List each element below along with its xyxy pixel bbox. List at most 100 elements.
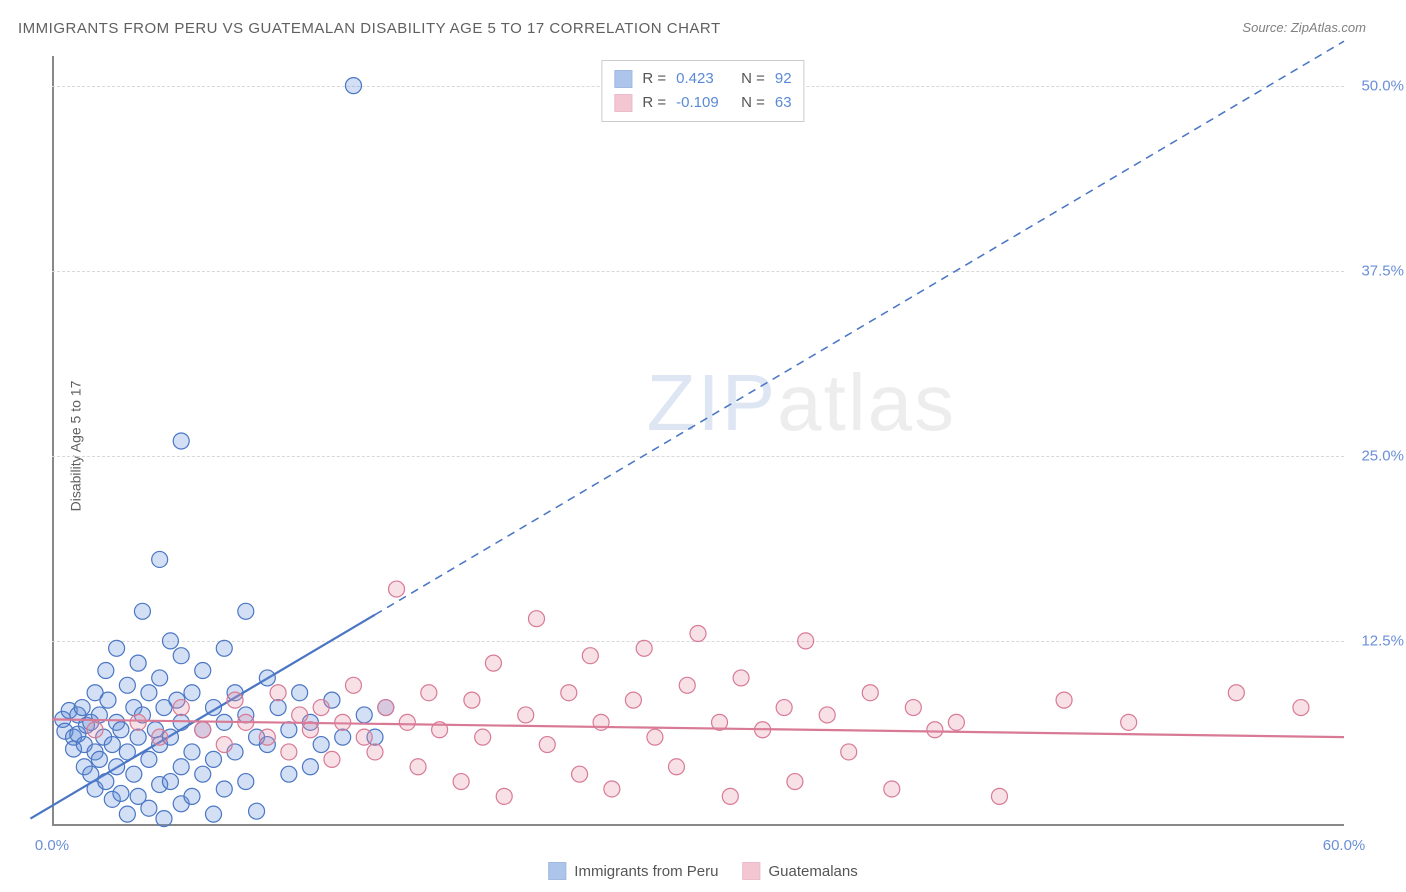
data-point [292,707,308,723]
data-point [227,692,243,708]
data-point [98,774,114,790]
data-point [755,722,771,738]
data-point [206,751,222,767]
legend-swatch-guatemalans-icon [742,862,760,880]
data-point [173,700,189,716]
data-point [356,707,372,723]
data-point [335,714,351,730]
data-point [625,692,641,708]
source-label: Source: [1242,20,1287,35]
data-point [787,774,803,790]
n-value-peru: 92 [775,67,792,91]
data-point [113,785,129,801]
data-point [184,744,200,760]
data-point [87,722,103,738]
data-point [109,759,125,775]
data-point [604,781,620,797]
x-tick-label: 60.0% [1323,837,1366,854]
data-point [496,788,512,804]
data-point [270,700,286,716]
data-point [1056,692,1072,708]
data-point [389,581,405,597]
legend-item-peru: Immigrants from Peru [548,862,718,880]
data-point [905,700,921,716]
data-point [593,714,609,730]
n-label: N = [741,67,765,91]
data-point [152,551,168,567]
data-point [345,677,361,693]
data-point [238,714,254,730]
y-tick-label: 50.0% [1349,77,1404,94]
data-point [119,677,135,693]
data-point [367,744,383,760]
data-point [206,806,222,822]
data-point [195,766,211,782]
data-point [91,751,107,767]
data-point [152,670,168,686]
legend-swatch-guatemalans [614,94,632,112]
data-point [184,685,200,701]
source-attribution: Source: ZipAtlas.com [1242,20,1366,35]
data-point [561,685,577,701]
legend-label-guatemalans: Guatemalans [768,863,857,880]
data-point [259,670,275,686]
data-point [313,737,329,753]
data-point [378,700,394,716]
data-point [1121,714,1137,730]
data-point [884,781,900,797]
data-point [668,759,684,775]
data-point [126,766,142,782]
data-point [173,714,189,730]
data-point [292,685,308,701]
data-point [539,737,555,753]
data-point [281,722,297,738]
y-tick-label: 25.0% [1349,447,1404,464]
trend-line-dashed [375,41,1344,614]
data-point [259,729,275,745]
correlation-chart: IMMIGRANTS FROM PERU VS GUATEMALAN DISAB… [0,0,1406,892]
data-point [518,707,534,723]
n-label: N = [741,91,765,115]
data-point [270,685,286,701]
data-point [195,663,211,679]
data-point [119,806,135,822]
data-point [302,759,318,775]
data-point [302,722,318,738]
data-point [141,685,157,701]
data-point [113,722,129,738]
data-point [134,603,150,619]
legend-series-box: Immigrants from Peru Guatemalans [548,862,857,880]
data-point [184,788,200,804]
data-point [173,759,189,775]
data-point [582,648,598,664]
r-label: R = [642,67,666,91]
y-tick-label: 37.5% [1349,262,1404,279]
data-point [421,685,437,701]
data-point [690,626,706,642]
data-point [313,700,329,716]
data-point [173,433,189,449]
r-value-guatemalans: -0.109 [676,91,731,115]
data-point [991,788,1007,804]
data-point [819,707,835,723]
data-point [216,640,232,656]
data-point [281,744,297,760]
data-point [100,692,116,708]
data-point [1228,685,1244,701]
y-tick-label: 12.5% [1349,632,1404,649]
plot-area: 12.5%25.0%37.5%50.0% 0.0%60.0% ZIPatlas [52,56,1344,826]
r-label: R = [642,91,666,115]
data-point [345,78,361,94]
x-tick-label: 0.0% [35,837,69,854]
data-point [572,766,588,782]
data-point [141,751,157,767]
data-point [841,744,857,760]
data-point [679,677,695,693]
legend-item-guatemalans: Guatemalans [742,862,857,880]
legend-swatch-peru-icon [548,862,566,880]
data-point [862,685,878,701]
data-point [453,774,469,790]
source-value: ZipAtlas.com [1291,20,1366,35]
data-point [712,714,728,730]
data-point [216,781,232,797]
